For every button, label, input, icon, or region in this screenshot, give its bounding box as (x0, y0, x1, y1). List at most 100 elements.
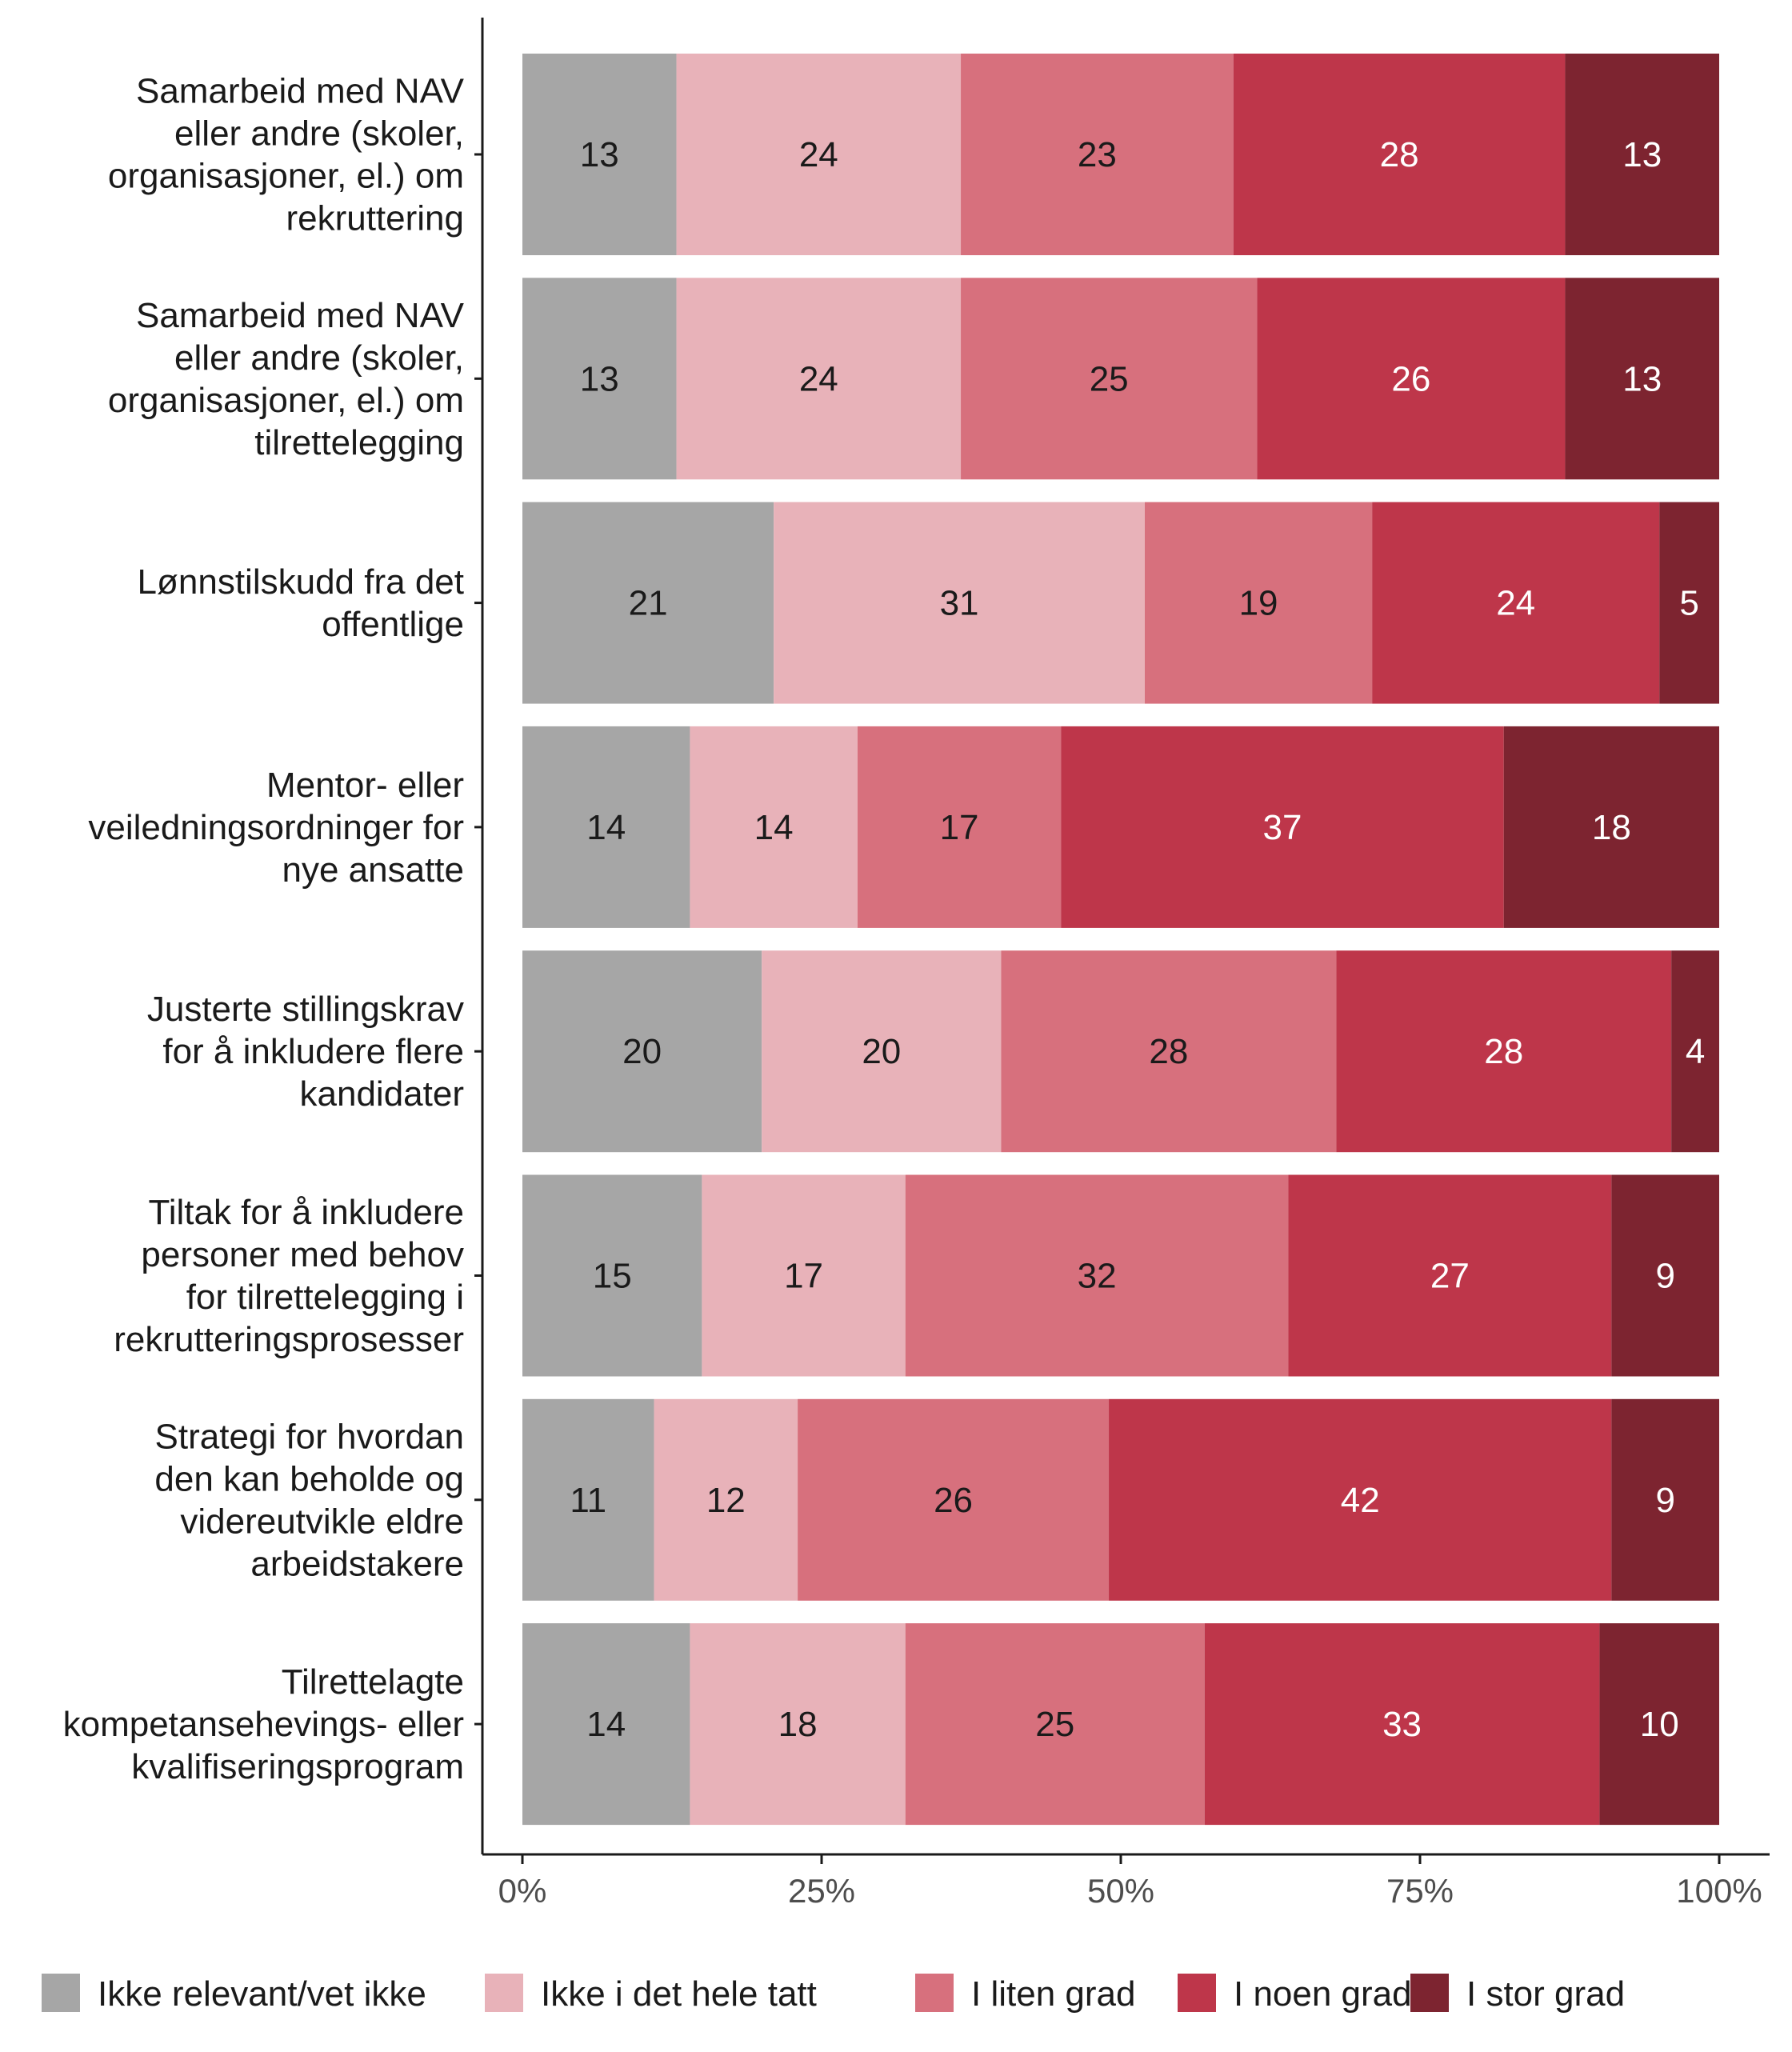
bar-segment (654, 1398, 798, 1601)
data-label: 9 (1655, 1257, 1674, 1296)
legend: Ikke relevant/vet ikke Ikke i det hele ta… (42, 1974, 1625, 2014)
legend-label: I noen grad (1234, 1974, 1412, 2014)
data-label: 17 (940, 808, 979, 847)
data-label: 37 (1262, 808, 1302, 847)
category-label: Samarbeid med NAV eller andre (skoler, org… (108, 72, 465, 238)
legend-swatch (42, 1974, 80, 2012)
data-label: 13 (1622, 135, 1662, 174)
data-label: 20 (862, 1032, 901, 1071)
bar-segment (1671, 950, 1719, 1153)
bar-segment (1611, 1398, 1719, 1601)
data-label: 24 (799, 359, 838, 398)
bar-segment (857, 726, 1062, 928)
data-label: 18 (1592, 808, 1631, 847)
data-label: 13 (1622, 359, 1662, 398)
data-label: 24 (799, 135, 838, 174)
bar-segment (1611, 1174, 1719, 1377)
data-label: 12 (706, 1481, 746, 1520)
bar-segment (522, 278, 677, 480)
bar-segment (690, 1623, 906, 1826)
bar-segment (1599, 1623, 1719, 1826)
bar-segment (522, 726, 690, 928)
axis-layer: Samarbeid med NAV eller andre (skoler, org… (63, 18, 1770, 1910)
bar-segment (1233, 54, 1566, 255)
bar-segment (774, 502, 1145, 704)
category-label: Mentor- eller veiledningsordninger for nye… (88, 766, 464, 890)
bar-segment (1565, 278, 1719, 480)
data-label: 25 (1090, 359, 1129, 398)
bar-segment (1257, 278, 1566, 480)
x-tick-label: 75% (1386, 1872, 1454, 1910)
bar-segment (522, 54, 677, 255)
bar-segment (676, 54, 962, 255)
data-label: 26 (934, 1481, 973, 1520)
data-label: 33 (1382, 1705, 1422, 1744)
bar-segment (798, 1398, 1110, 1601)
bar-segment (1503, 726, 1719, 928)
data-label: 5 (1679, 584, 1698, 623)
bar-segment (1001, 950, 1337, 1153)
bar-segment (690, 726, 858, 928)
x-tick-label: 50% (1087, 1872, 1154, 1910)
bars-layer: 13 24 23 28 13 13 24 25 26 13 21 31 19 24 5 14 14 17 37 18 2… (522, 54, 1719, 1826)
legend-swatch (915, 1974, 954, 2012)
category-label: Tiltak for å inkludere personer med behov… (114, 1193, 464, 1359)
bar-segment (905, 1623, 1205, 1826)
data-label: 27 (1430, 1257, 1470, 1296)
bar-segment (1204, 1623, 1600, 1826)
category-label: Lønnstilskudd fra det offentlige (138, 562, 464, 644)
legend-label: Ikke i det hele tatt (541, 1974, 817, 2014)
bar-segment (1144, 502, 1373, 704)
data-label: 15 (593, 1257, 632, 1296)
data-label: 14 (586, 808, 626, 847)
bar-segment (522, 950, 762, 1153)
data-label: 18 (778, 1705, 818, 1744)
data-label: 28 (1484, 1032, 1523, 1071)
bar-segment (1659, 502, 1719, 704)
data-label: 11 (570, 1481, 606, 1520)
data-label: 42 (1341, 1481, 1380, 1520)
data-label: 20 (622, 1032, 662, 1071)
data-label: 14 (754, 808, 794, 847)
bar-segment (1061, 726, 1504, 928)
bar-segment (762, 950, 1002, 1153)
data-label: 17 (784, 1257, 823, 1296)
bar-segment (702, 1174, 906, 1377)
legend-swatch (1410, 1974, 1449, 2012)
bar-segment (1336, 950, 1672, 1153)
bar-segment (522, 1398, 654, 1601)
bar-segment (522, 1174, 702, 1377)
bar-segment (905, 1174, 1289, 1377)
bar-segment (1372, 502, 1660, 704)
bar-segment (522, 502, 774, 704)
data-label: 25 (1035, 1705, 1074, 1744)
bar-segment (1288, 1174, 1612, 1377)
legend-swatch (485, 1974, 523, 2012)
data-label: 26 (1391, 359, 1430, 398)
bar-segment (522, 1623, 690, 1826)
category-label: Strategi for hvordan den kan beholde og vi… (154, 1417, 464, 1583)
category-label: Tilrettelagte kompetansehevings- eller kva… (63, 1662, 464, 1786)
data-label: 13 (580, 135, 619, 174)
data-label: 9 (1655, 1481, 1674, 1520)
data-label: 28 (1149, 1032, 1188, 1071)
category-label: Justerte stillingskrav for å inkludere fl… (147, 990, 464, 1114)
x-tick-label: 0% (498, 1872, 547, 1910)
bar-segment (1109, 1398, 1612, 1601)
data-label: 19 (1239, 584, 1278, 623)
legend-label: I liten grad (971, 1974, 1135, 2014)
data-label: 4 (1686, 1032, 1705, 1071)
x-tick-label: 25% (788, 1872, 855, 1910)
bar-segment (1565, 54, 1719, 255)
bar-segment (961, 54, 1234, 255)
bar-segment (676, 278, 962, 480)
data-label: 21 (629, 584, 668, 623)
data-label: 31 (940, 584, 979, 623)
data-label: 13 (580, 359, 619, 398)
data-label: 32 (1078, 1257, 1117, 1296)
bar-segment (961, 278, 1258, 480)
data-label: 28 (1380, 135, 1419, 174)
data-label: 24 (1496, 584, 1535, 623)
